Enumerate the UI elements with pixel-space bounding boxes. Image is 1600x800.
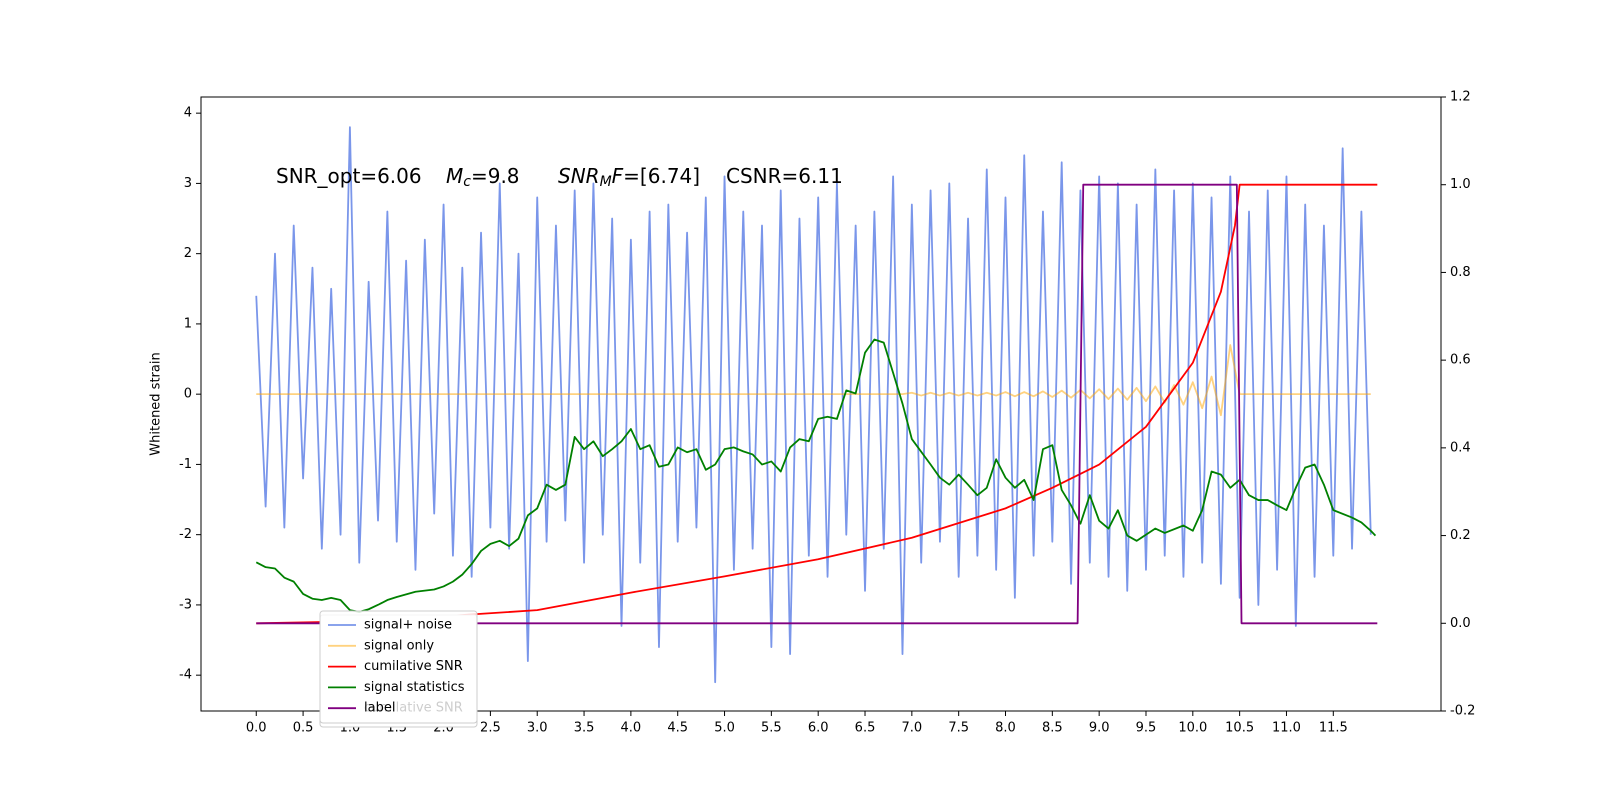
x-tick-label: 6.0 [808, 721, 829, 736]
x-tick-label: 11.5 [1319, 721, 1348, 736]
x-tick-label: 9.5 [1136, 721, 1157, 736]
y-tick-label: -3 [179, 597, 192, 612]
legend-label: signal+ noise [364, 618, 452, 633]
x-tick-label: 0.5 [293, 721, 314, 736]
y2-tick-label: 1.2 [1450, 90, 1471, 105]
x-tick-label: 4.5 [667, 721, 688, 736]
y2-tick-label: 1.0 [1450, 177, 1471, 192]
x-tick-label: 10.0 [1178, 721, 1207, 736]
y-tick-label: 0 [184, 387, 192, 402]
legend-label: cumilative SNR [364, 659, 463, 674]
annotation-part: SNR_opt=6.06 [276, 164, 422, 188]
annotation-part: =[6.74] [623, 164, 700, 188]
y2-tick-label: -0.2 [1450, 704, 1475, 719]
annotation-part: =9.8 [471, 164, 520, 188]
annotation-part: c [463, 174, 471, 190]
y-tick-label: 2 [184, 246, 192, 261]
series-line [256, 183, 1378, 625]
y-tick-label: 3 [184, 176, 192, 191]
x-tick-label: 0.0 [246, 721, 267, 736]
y-tick-label: 1 [184, 316, 192, 331]
series-line [255, 126, 1372, 684]
y2-tick-label: 0.0 [1450, 616, 1471, 631]
y2-tick-label: 0.4 [1450, 440, 1471, 455]
x-tick-label: 4.0 [621, 721, 642, 736]
x-tick-label: 8.0 [995, 721, 1016, 736]
series-line [255, 338, 1377, 613]
annotation: SNR_opt=6.06 Mc=9.8 SNRMF=[6.74] CSNR=6.11 [276, 164, 843, 191]
y-tick-label: -2 [179, 527, 192, 542]
y-tick-label: -4 [179, 668, 192, 683]
annotation-part: M [600, 174, 612, 190]
x-tick-label: 2.5 [480, 721, 501, 736]
x-tick-label: 8.5 [1042, 721, 1063, 736]
legend-label: signal statistics [364, 680, 465, 695]
x-tick-label: 10.5 [1225, 721, 1254, 736]
x-tick-label: 9.0 [1089, 721, 1110, 736]
y-tick-label: 4 [184, 106, 192, 121]
annotation-part: CSNR=6.11 [726, 164, 843, 188]
legend-label: signal only [364, 638, 434, 653]
annotation-part: SNR [558, 164, 600, 188]
y2-tick-label: 0.2 [1450, 528, 1471, 543]
x-tick-label: 3.0 [527, 721, 548, 736]
x-tick-label: 3.5 [574, 721, 595, 736]
series-line [256, 344, 1371, 417]
legend-label: label [364, 701, 395, 716]
x-tick-label: 5.0 [714, 721, 735, 736]
x-tick-label: 5.5 [761, 721, 782, 736]
y2-tick-label: 0.8 [1450, 265, 1471, 280]
x-tick-label: 7.5 [948, 721, 969, 736]
annotation-part: F [612, 164, 624, 188]
y-tick-label: -1 [179, 457, 192, 472]
legend-box [319, 610, 478, 724]
x-tick-label: 7.0 [902, 721, 923, 736]
x-tick-label: 6.5 [855, 721, 876, 736]
y2-tick-label: 0.6 [1450, 353, 1471, 368]
y-axis-label: Whitened strain [149, 352, 164, 455]
annotation-part: M [446, 164, 463, 188]
axes-frame [200, 96, 1442, 712]
x-tick-label: 11.0 [1272, 721, 1301, 736]
